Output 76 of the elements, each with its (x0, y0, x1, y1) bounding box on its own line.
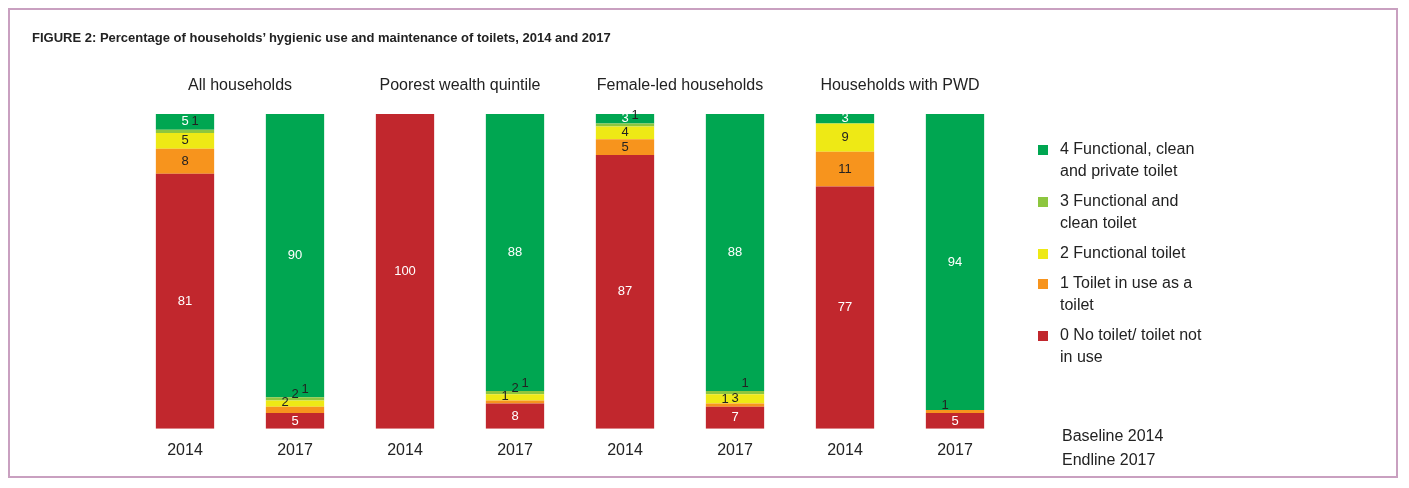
data-label: 90 (287, 247, 303, 263)
data-label: 11 (838, 160, 852, 176)
legend-label: 4 Functional, clean and private toilet (1060, 139, 1196, 181)
data-label: 88 (727, 244, 743, 260)
x-tick-label: 2014 (387, 440, 423, 458)
chart-subtitle: Households with PWD (819, 75, 981, 95)
bar (925, 114, 985, 410)
bar (155, 114, 215, 130)
data-label: 1 (501, 388, 509, 404)
bar (155, 173, 215, 429)
data-label: 5 (621, 138, 629, 154)
data-label: 94 (947, 253, 963, 269)
data-label: 1 (191, 113, 199, 129)
data-label: 7 (731, 409, 739, 425)
bar (705, 406, 765, 429)
bar (155, 132, 215, 149)
bar (705, 114, 765, 392)
bar (705, 403, 765, 407)
legend-label: 3 Functional and clean toilet (1060, 191, 1180, 233)
text: Baseline 2014 (1062, 426, 1164, 446)
bar (705, 391, 765, 395)
bar (925, 413, 985, 429)
data-label: 5 (181, 113, 189, 129)
bar (265, 114, 325, 398)
data-label: 2 (281, 394, 289, 410)
bar (155, 129, 215, 133)
data-label: 100 (394, 262, 416, 278)
data-label: 5 (951, 412, 959, 428)
chart-subtitle: All households (186, 75, 294, 95)
data-label: 88 (507, 244, 523, 260)
chart-title: FIGURE 2: Percentage of households’ hygienic use and maintenance of toilets, 2014 and 2017 (32, 30, 611, 45)
text: Endline 2017 (1062, 450, 1157, 470)
bar (815, 123, 875, 152)
x-tick-label: 2014 (167, 440, 203, 458)
chart-subtitle: Female-led households (595, 75, 765, 95)
bar (925, 409, 985, 414)
bar (595, 123, 655, 127)
bar (705, 394, 765, 404)
data-label: 1 (301, 380, 309, 396)
data-label: 1 (721, 391, 729, 407)
x-tick-label: 2017 (937, 440, 973, 458)
data-label: 8 (181, 152, 189, 168)
data-label: 1 (741, 374, 749, 390)
bar (375, 114, 435, 429)
bar (485, 403, 545, 429)
bar (155, 148, 215, 174)
x-tick-label: 2017 (277, 440, 313, 458)
data-label: 2 (511, 379, 519, 395)
bar (595, 139, 655, 155)
chart-subtitle: Poorest wealth quintile (378, 75, 542, 95)
data-label: 3 (731, 390, 739, 406)
bar (595, 126, 655, 140)
data-label: 87 (617, 283, 633, 299)
x-tick-label: 2014 (827, 440, 863, 458)
legend-label: 1 Toilet in use as a toilet (1060, 273, 1194, 315)
data-label: 8 (511, 407, 519, 423)
x-tick-label: 2017 (497, 440, 533, 458)
x-tick-label: 2014 (607, 440, 643, 458)
data-label: 1 (941, 397, 949, 413)
bar (265, 406, 325, 414)
bar (485, 400, 545, 404)
bar (485, 114, 545, 392)
data-label: 5 (181, 132, 189, 148)
x-tick-label: 2017 (717, 440, 753, 458)
data-label: 77 (837, 299, 853, 315)
legend-label: 0 No toilet/ toilet not in use (1060, 325, 1203, 367)
data-label: 9 (841, 129, 849, 145)
data-label: 1 (521, 374, 529, 390)
bar (265, 413, 325, 429)
legend-label: 2 Functional toilet (1060, 243, 1186, 263)
data-label: 5 (291, 412, 299, 428)
bar (595, 154, 655, 429)
data-label: 81 (177, 292, 193, 308)
bar (815, 186, 875, 429)
bar (815, 151, 875, 187)
data-label: 4 (621, 124, 629, 140)
